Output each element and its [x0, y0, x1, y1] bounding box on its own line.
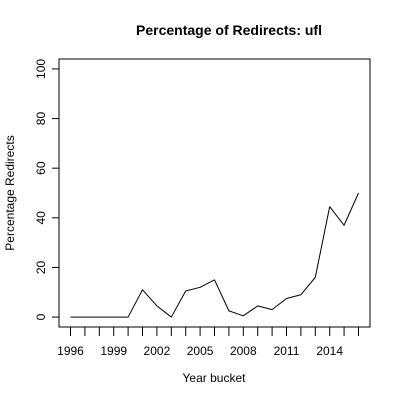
y-tick-label: 40 [34, 211, 48, 225]
y-tick-label: 80 [34, 112, 48, 126]
x-tick-label: 2011 [274, 344, 300, 358]
x-tick-label: 1999 [100, 344, 127, 358]
x-tick-label: 1996 [57, 344, 84, 358]
chart-title: Percentage of Redirects: ufl [136, 22, 322, 38]
x-axis: 1996 1999 2002 2005 2008 2011 2014 [57, 327, 359, 358]
x-tick-label: 2014 [316, 344, 343, 358]
series-line [70, 192, 359, 318]
y-axis-label: Percentage Redirects [3, 135, 17, 250]
x-axis-label: Year bucket [183, 371, 247, 385]
y-tick-label: 20 [34, 260, 48, 274]
x-tick-label: 2005 [187, 344, 214, 358]
x-tick-label: 2002 [144, 344, 171, 358]
y-tick-label: 100 [34, 59, 48, 79]
x-tick-label: 2008 [230, 344, 257, 358]
y-axis: 0 20 40 60 80 100 [34, 59, 59, 320]
y-tick-label: 60 [34, 161, 48, 175]
y-tick-label: 0 [34, 313, 48, 320]
series-layer [70, 192, 359, 318]
